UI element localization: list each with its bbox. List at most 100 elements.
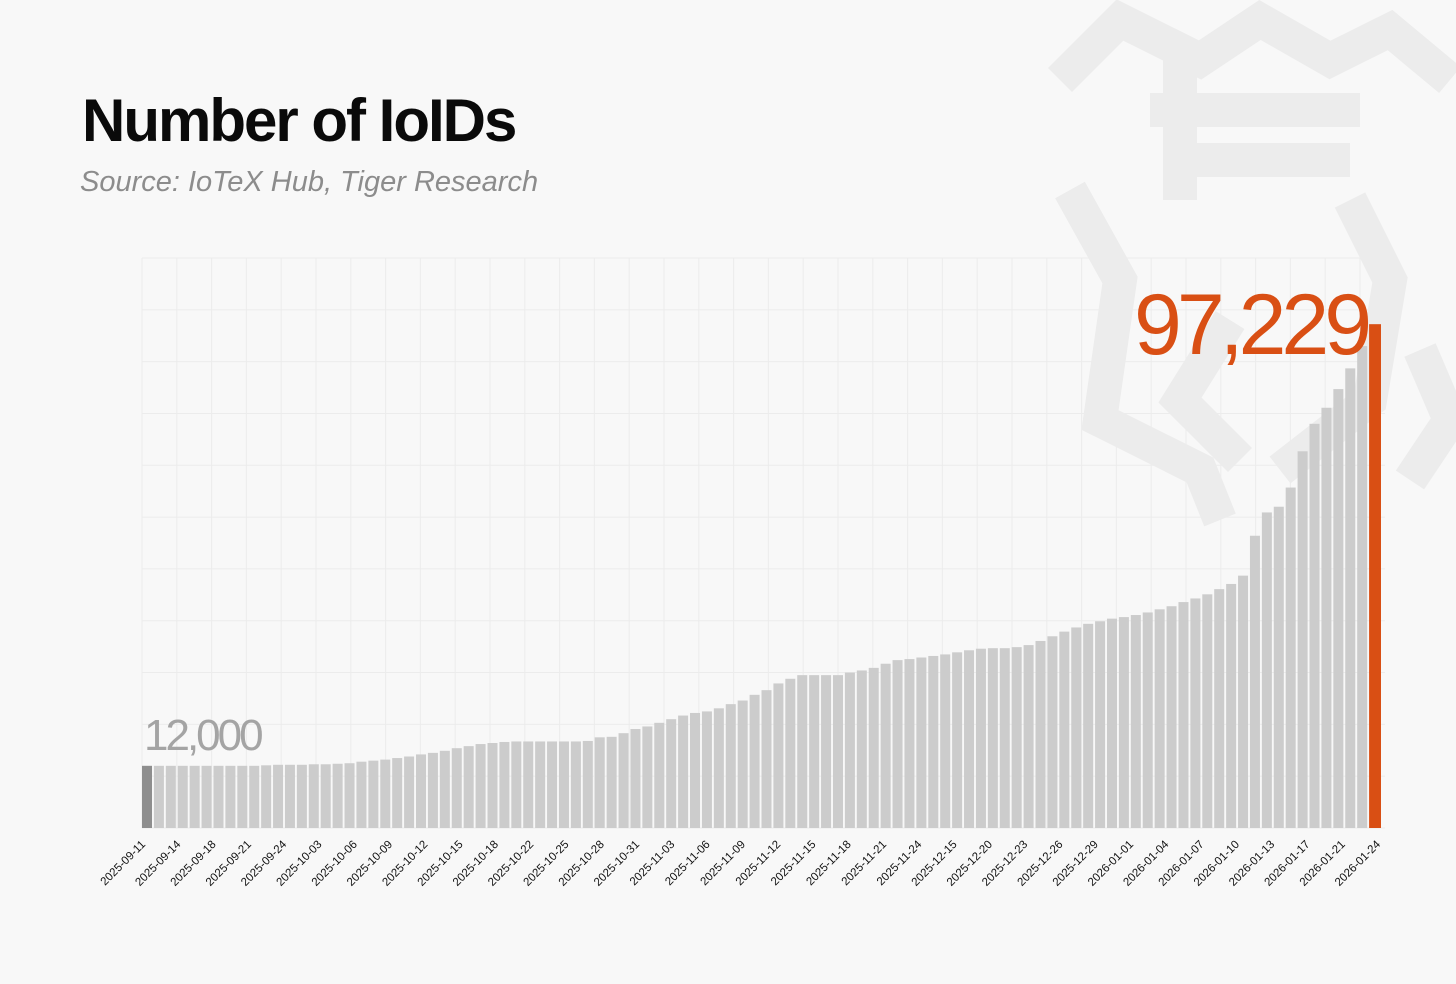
bar	[237, 765, 248, 828]
bar	[987, 648, 998, 828]
bar	[1238, 575, 1249, 828]
bar	[416, 754, 427, 828]
bar	[618, 733, 629, 828]
bar	[1285, 487, 1296, 828]
bar	[713, 708, 724, 828]
bar	[892, 660, 903, 828]
bar	[1178, 602, 1189, 828]
bar	[1130, 615, 1141, 828]
first-value-label: 12,000	[144, 711, 262, 760]
bar	[1095, 621, 1106, 828]
bar	[1309, 423, 1320, 828]
bar	[761, 690, 772, 828]
bar	[1059, 631, 1070, 828]
bar	[1333, 389, 1344, 828]
bar	[737, 700, 748, 828]
bar	[1357, 346, 1368, 828]
bar	[475, 744, 486, 828]
bar	[273, 764, 284, 828]
bar	[1023, 645, 1034, 828]
bar	[856, 670, 867, 828]
bar	[225, 765, 236, 828]
bar	[1249, 535, 1260, 828]
bar	[678, 715, 689, 828]
bar	[1202, 594, 1213, 828]
bar	[1011, 647, 1022, 828]
bar	[523, 741, 534, 828]
bar	[582, 740, 593, 828]
bar	[1083, 623, 1094, 828]
bar	[880, 663, 891, 828]
bar	[701, 711, 712, 828]
bar	[1106, 618, 1117, 828]
bar	[356, 761, 367, 828]
bar	[725, 704, 736, 828]
bar	[189, 765, 200, 828]
bar	[487, 743, 498, 828]
bar	[940, 654, 951, 828]
bar	[630, 729, 641, 828]
bar	[165, 765, 176, 828]
bar	[142, 765, 153, 828]
bar	[380, 759, 391, 828]
bars	[142, 324, 1381, 828]
bar	[785, 678, 796, 828]
bar	[439, 750, 450, 828]
bar	[392, 758, 403, 828]
bar	[809, 675, 820, 828]
bar	[916, 657, 927, 828]
bar	[511, 741, 522, 828]
bar	[201, 765, 212, 828]
bar	[821, 675, 832, 828]
bar	[1345, 368, 1356, 828]
bar	[1321, 407, 1332, 828]
bar	[344, 763, 355, 828]
bar	[1273, 506, 1284, 828]
bar	[499, 741, 510, 828]
bar	[535, 741, 546, 828]
bar	[690, 712, 701, 828]
bar	[1071, 627, 1082, 828]
chart-source: Source: IoTeX Hub, Tiger Research	[80, 166, 539, 198]
bar	[427, 752, 438, 828]
bar	[1214, 589, 1225, 828]
chart-title: Number of IoIDs	[82, 87, 517, 154]
bar	[1166, 606, 1177, 828]
bar	[1047, 636, 1058, 828]
bar	[284, 764, 295, 828]
bar	[1261, 512, 1272, 828]
bar	[261, 765, 272, 828]
bar	[296, 764, 307, 828]
bar	[642, 726, 653, 828]
bar	[1142, 612, 1153, 828]
bar	[404, 756, 415, 828]
bar	[666, 719, 677, 828]
bar	[177, 765, 188, 828]
bar	[952, 652, 963, 828]
bar	[797, 675, 808, 828]
bar	[308, 764, 319, 828]
bar	[928, 655, 939, 828]
bar	[1297, 451, 1308, 828]
bar	[654, 722, 665, 828]
bar	[832, 675, 843, 828]
bar	[964, 650, 975, 828]
bar	[451, 748, 462, 828]
bar	[320, 764, 331, 828]
bar	[749, 694, 760, 828]
bar	[463, 746, 474, 828]
bar	[594, 737, 605, 828]
bar	[844, 672, 855, 828]
bar	[1118, 617, 1129, 828]
last-value-label: 97,229	[1134, 277, 1368, 373]
bar	[249, 765, 260, 828]
bar	[1226, 583, 1237, 828]
bar	[904, 659, 915, 828]
bar	[547, 741, 558, 828]
bar	[606, 736, 617, 828]
bar	[153, 765, 164, 828]
bar	[773, 683, 784, 828]
bar	[570, 741, 581, 828]
x-axis-ticks: 2025-09-112025-09-142025-09-182025-09-21…	[99, 838, 1384, 889]
